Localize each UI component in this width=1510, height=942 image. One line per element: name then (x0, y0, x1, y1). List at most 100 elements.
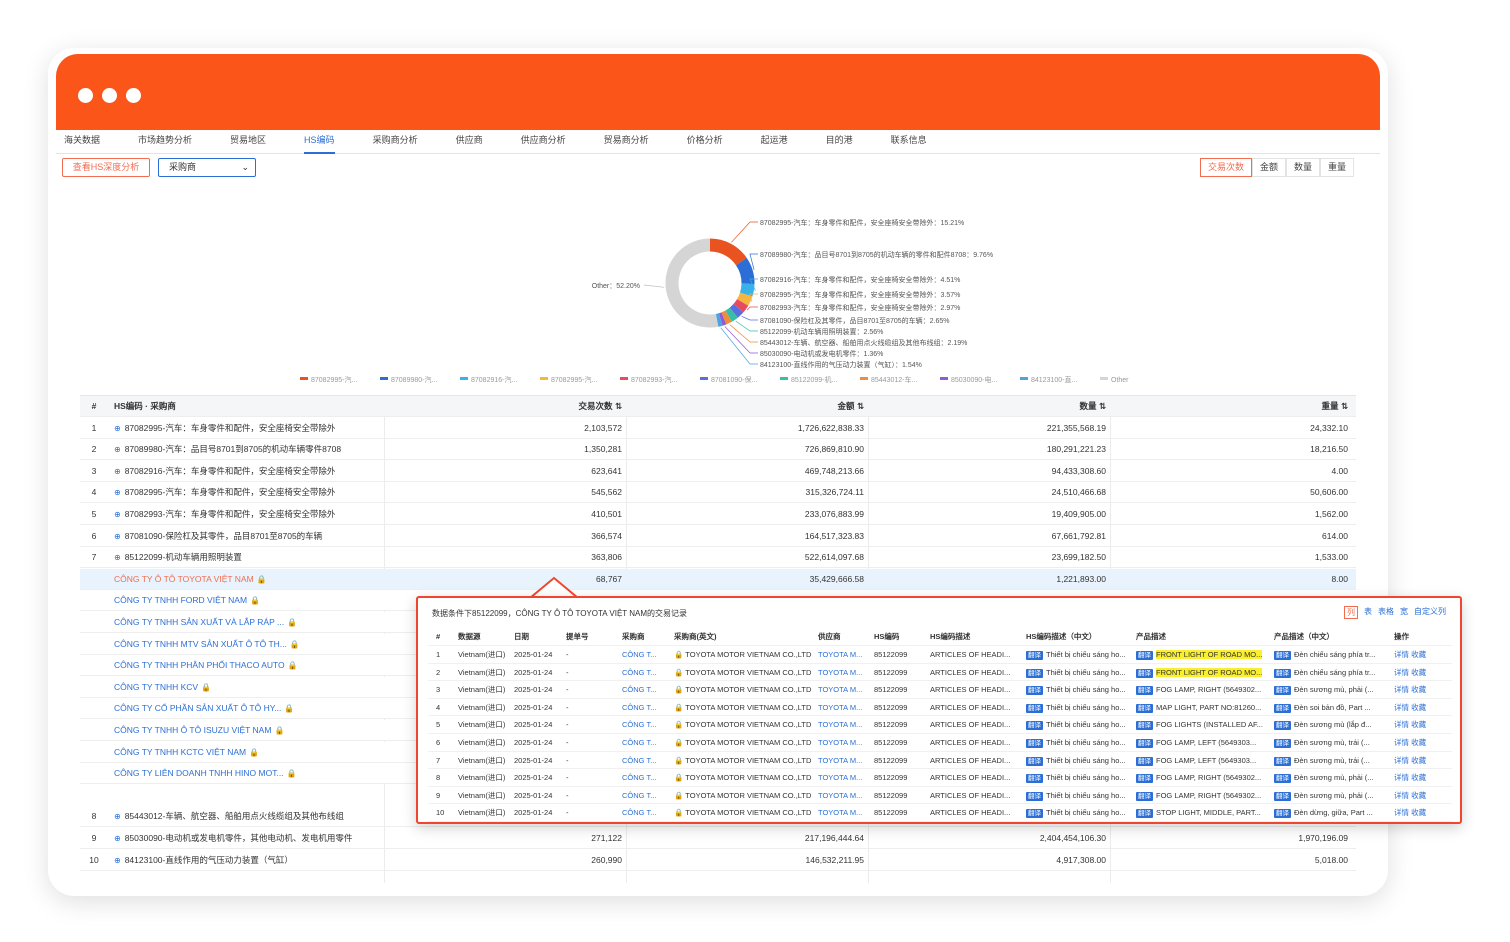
favorite-link[interactable]: 收藏 (1411, 650, 1427, 659)
popup-cell-buyer[interactable]: CÔNG T... (622, 646, 670, 663)
popup-cell-buyer[interactable]: CÔNG T... (622, 787, 670, 804)
popup-record-row[interactable]: 3 Vietnam(进口) 2025-01-24 - CÔNG T... 🔒 TOYOTA… (428, 681, 1452, 699)
popup-cell-supplier[interactable]: TOYOTA M... (818, 716, 870, 733)
metric-segment-0[interactable]: 交易次数 (1200, 158, 1253, 177)
donut-slice-0[interactable] (709, 238, 747, 266)
translate-tag[interactable]: 翻译 (1274, 739, 1291, 748)
legend-swatch-2[interactable] (460, 377, 468, 380)
expand-circle-icon[interactable]: ⊕ (114, 466, 121, 476)
translate-tag[interactable]: 翻译 (1136, 668, 1153, 678)
dimension-select[interactable]: 采购商 ⌄ (158, 158, 256, 177)
popup-cell-supplier[interactable]: TOYOTA M... (818, 752, 870, 769)
buyer-company-link[interactable]: CÔNG TY TNHH KCTC VIỆT NAM (114, 746, 247, 757)
translate-tag[interactable]: 翻译 (1136, 809, 1153, 819)
detail-link[interactable]: 详情 (1394, 650, 1409, 659)
buyer-company-link[interactable]: CÔNG TY TNHH SẢN XUẤT VÀ LẮP RÁP ... (114, 617, 285, 627)
popup-record-row[interactable]: 5 Vietnam(进口) 2025-01-24 - CÔNG T... 🔒 TOYOTA… (428, 716, 1452, 734)
popup-record-row[interactable]: 4 Vietnam(进口) 2025-01-24 - CÔNG T... 🔒 TOYOTA… (428, 699, 1452, 717)
nav-tab-1[interactable]: 市场趋势分析 (138, 135, 193, 145)
buyer-cell[interactable]: CÔNG TY TNHH KCTC VIỆT NAM 🔒 (114, 742, 380, 763)
detail-link[interactable]: 详情 (1394, 720, 1409, 730)
expand-circle-icon[interactable]: ⊕ (114, 531, 121, 541)
donut-slice-9[interactable] (715, 313, 723, 327)
translate-tag[interactable]: 翻译 (1026, 668, 1043, 678)
buyer-cell[interactable]: CÔNG TY TNHH KCV 🔒 (114, 677, 380, 698)
popup-cell-buyer[interactable]: CÔNG T... (622, 752, 670, 769)
buyer-cell[interactable]: CÔNG TY TNHH PHÂN PHỐI THACO AUTO 🔒 (114, 655, 380, 676)
legend-swatch-0[interactable] (300, 377, 308, 380)
nav-tab-2[interactable]: 贸易地区 (230, 135, 267, 145)
detail-link[interactable]: 详情 (1394, 808, 1409, 818)
popup-cell-op[interactable]: 详情 收藏 (1394, 681, 1450, 698)
detail-link[interactable]: 详情 (1394, 667, 1409, 677)
buyer-cell[interactable]: CÔNG TY LIÊN DOANH TNHH HINO MOT... 🔒 (114, 763, 380, 784)
legend-label-5[interactable]: 87081090-保... (711, 375, 757, 384)
nav-tab-11[interactable]: 联系信息 (890, 135, 927, 145)
nav-tab-5[interactable]: 供应商 (455, 135, 483, 145)
legend-label-6[interactable]: 85122099-机... (791, 375, 837, 384)
popup-tool-4[interactable]: 自定义列 (1414, 607, 1446, 616)
popup-tool-2[interactable]: 表格 (1378, 607, 1394, 616)
buyer-cell[interactable]: CÔNG TY TNHH SẢN XUẤT VÀ LẮP RÁP ... 🔒 (114, 612, 380, 633)
popup-cell-buyer[interactable]: CÔNG T... (622, 769, 670, 786)
buyer-company-link[interactable]: CÔNG TY TNHH PHÂN PHỐI THACO AUTO (114, 660, 285, 671)
favorite-link[interactable]: 收藏 (1411, 720, 1427, 730)
table-header-2[interactable]: 交易次数 ⇅ (578, 401, 622, 411)
expand-circle-icon[interactable]: ⊕ (114, 553, 121, 563)
legend-swatch-3[interactable] (540, 377, 548, 380)
favorite-link[interactable]: 收藏 (1411, 808, 1427, 818)
popup-cell-op[interactable]: 详情 收藏 (1394, 787, 1450, 804)
nav-tab-10[interactable]: 目的港 (825, 135, 853, 145)
donut-slice-10[interactable] (665, 238, 719, 328)
favorite-link[interactable]: 收藏 (1411, 685, 1427, 695)
translate-tag[interactable]: 翻译 (1136, 739, 1153, 748)
translate-tag[interactable]: 翻译 (1026, 686, 1043, 696)
translate-tag[interactable]: 翻译 (1274, 791, 1291, 801)
translate-tag[interactable]: 翻译 (1136, 651, 1153, 660)
popup-cell-op[interactable]: 详情 收藏 (1394, 699, 1450, 716)
translate-tag[interactable]: 翻译 (1274, 774, 1291, 784)
translate-tag[interactable]: 翻译 (1026, 651, 1043, 660)
legend-swatch-4[interactable] (620, 377, 628, 380)
translate-tag[interactable]: 翻译 (1026, 774, 1043, 784)
translate-tag[interactable]: 翻译 (1136, 756, 1153, 766)
popup-cell-buyer[interactable]: CÔNG T... (622, 664, 670, 681)
metric-segment-3[interactable]: 重量 (1320, 158, 1355, 177)
legend-label-4[interactable]: 87082993-汽... (631, 375, 677, 384)
expand-circle-icon[interactable]: ⊕ (114, 812, 121, 822)
popup-record-row[interactable]: 2 Vietnam(进口) 2025-01-24 - CÔNG T... 🔒 TOYOTA… (428, 664, 1452, 682)
window-dot-minimize[interactable] (102, 88, 117, 103)
hs-code-cell[interactable]: ⊕ 85122099-机动车辆用照明装置 (114, 547, 380, 568)
legend-swatch-9[interactable] (1020, 377, 1028, 380)
hs-code-cell[interactable]: ⊕ 84123100-直线作用的气压动力装置（气缸） (114, 850, 380, 871)
translate-tag[interactable]: 翻译 (1136, 686, 1153, 696)
hs-code-cell[interactable]: ⊕ 87082995-汽车：车身零件和配件，安全座椅安全带除外 (114, 418, 380, 439)
popup-record-row[interactable]: 9 Vietnam(进口) 2025-01-24 - CÔNG T... 🔒 TOYOTA… (428, 787, 1452, 805)
legend-label-0[interactable]: 87082995-汽... (311, 375, 357, 384)
expand-circle-icon[interactable]: ⊕ (114, 488, 121, 498)
popup-record-row[interactable]: 8 Vietnam(进口) 2025-01-24 - CÔNG T... 🔒 TOYOTA… (428, 769, 1452, 787)
popup-cell-supplier[interactable]: TOYOTA M... (818, 664, 870, 681)
buyer-cell[interactable]: CÔNG TY TNHH MTV SẢN XUẤT Ô TÔ TH... 🔒 (114, 634, 380, 655)
popup-tool-0[interactable]: 列 (1344, 606, 1358, 619)
translate-tag[interactable]: 翻译 (1136, 721, 1153, 731)
buyer-company-link[interactable]: CÔNG TY TNHH MTV SẢN XUẤT Ô TÔ TH... (114, 638, 287, 649)
hs-code-cell[interactable]: ⊕ 87089980-汽车：品目号8701到8705的机动车辆零件8708 (114, 439, 380, 460)
translate-tag[interactable]: 翻译 (1274, 703, 1291, 713)
popup-cell-op[interactable]: 详情 收藏 (1394, 664, 1450, 681)
hs-code-cell[interactable]: ⊕ 87082993-汽车：车身零件和配件，安全座椅安全带除外 (114, 504, 380, 525)
popup-cell-supplier[interactable]: TOYOTA M... (818, 681, 870, 698)
nav-tab-4[interactable]: 采购商分析 (372, 135, 418, 145)
table-header-4[interactable]: 数量 ⇅ (1079, 401, 1106, 411)
popup-cell-supplier[interactable]: TOYOTA M... (818, 699, 870, 716)
favorite-link[interactable]: 收藏 (1411, 755, 1427, 765)
translate-tag[interactable]: 翻译 (1274, 756, 1291, 766)
translate-tag[interactable]: 翻译 (1136, 774, 1153, 784)
favorite-link[interactable]: 收藏 (1411, 790, 1427, 800)
popup-cell-op[interactable]: 详情 收藏 (1394, 716, 1450, 733)
table-row[interactable]: 9 ⊕ 85030090-电动机或发电机零件，其他电动机、发电机用零件 271,122… (80, 828, 1356, 849)
legend-swatch-7[interactable] (860, 377, 868, 380)
expand-circle-icon[interactable]: ⊕ (114, 834, 121, 843)
translate-tag[interactable]: 翻译 (1026, 791, 1043, 801)
legend-label-10[interactable]: Other (1111, 377, 1129, 384)
